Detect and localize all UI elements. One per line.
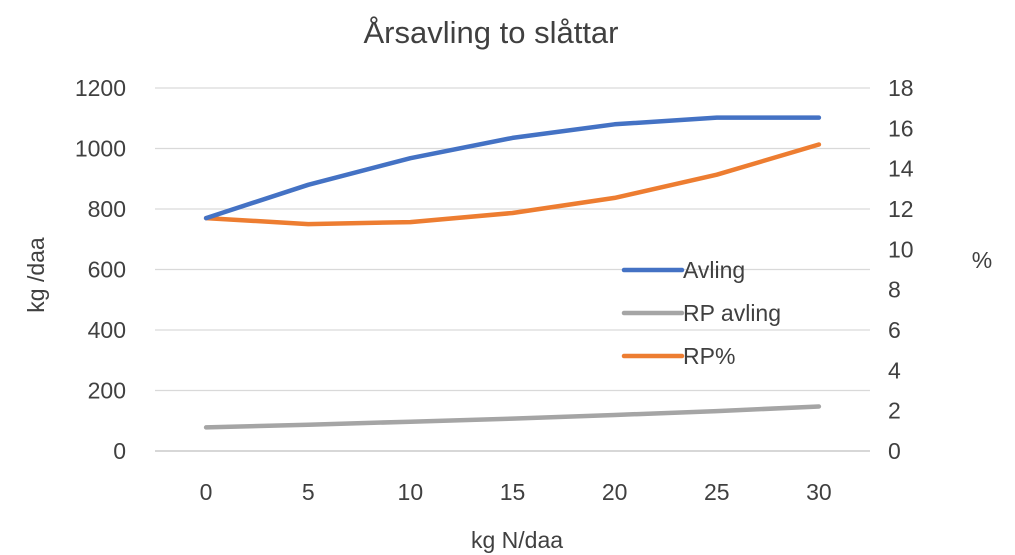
y2-tick-label: 6 (888, 317, 901, 343)
y-tick-label: 1000 (75, 136, 126, 162)
y2-tick-label: 16 (888, 115, 914, 141)
y2-tick-label: 2 (888, 398, 901, 424)
y-tick-label: 200 (88, 378, 126, 404)
y-tick-label: 400 (88, 317, 126, 343)
y2-tick-label: 0 (888, 438, 901, 464)
chart-title: Årsavling to slåttar (364, 15, 619, 50)
y2-tick-label: 12 (888, 196, 914, 222)
legend-label: RP% (683, 343, 735, 369)
series-lines (203, 115, 822, 430)
x-axis-title: kg N/daa (471, 527, 563, 553)
x-tick-label: 20 (602, 479, 628, 505)
x-tick-label: 0 (200, 479, 213, 505)
legend-label: RP avling (683, 300, 781, 326)
y2-tick-label: 10 (888, 236, 914, 262)
y2-tick-label: 8 (888, 277, 901, 303)
x-tick-label: 5 (302, 479, 315, 505)
y-tick-label: 800 (88, 196, 126, 222)
gridlines (155, 87, 870, 452)
y2-axis-title: % (972, 247, 992, 273)
series-line-rp-avling (203, 404, 822, 430)
y2-tick-label: 14 (888, 156, 914, 182)
y-tick-label: 1200 (75, 75, 126, 101)
y-tick-label: 0 (113, 438, 126, 464)
legend-label: Avling (683, 257, 745, 283)
y2-tick-label: 18 (888, 75, 914, 101)
x-tick-label: 10 (398, 479, 424, 505)
x-tick-label: 15 (500, 479, 526, 505)
legend: Avling RP avling RP% (621, 257, 781, 369)
y-axis-ticks: 0 200 400 600 800 1000 1200 (75, 75, 126, 464)
series-line-avling (203, 115, 822, 221)
y-axis-title: kg /daa (23, 237, 49, 313)
x-tick-label: 30 (806, 479, 832, 505)
series-line-rp (203, 142, 822, 227)
x-axis-ticks: 0 5 10 15 20 25 30 (200, 479, 832, 505)
x-tick-label: 25 (704, 479, 730, 505)
y2-axis-ticks: 0 2 4 6 8 10 12 14 16 18 (888, 75, 914, 464)
y-tick-label: 600 (88, 257, 126, 283)
y2-tick-label: 4 (888, 357, 901, 383)
